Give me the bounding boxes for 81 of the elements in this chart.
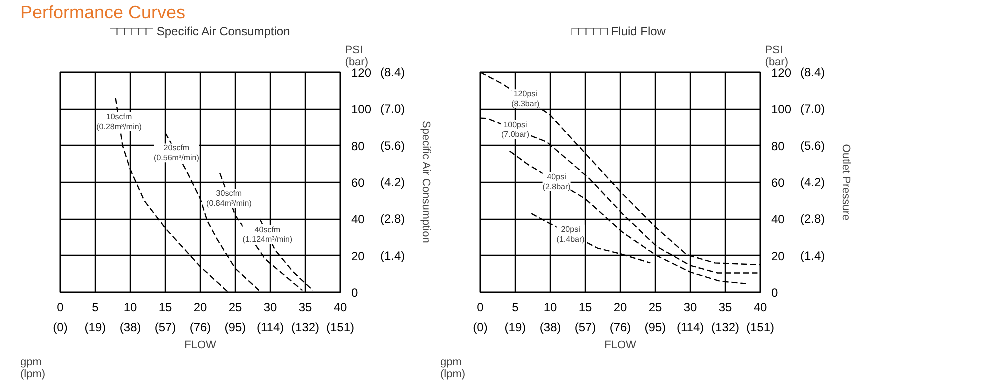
x-tick-label: 35 [298, 300, 312, 314]
y2-tick-label: (8.4) [800, 66, 826, 80]
x2-tick-label: (57) [154, 320, 176, 334]
annotation: 30scfm (0.84m³/min) [206, 189, 252, 208]
x-tick-label: 40 [754, 300, 768, 314]
y-tick-label: 80 [352, 139, 366, 154]
y2-tick-label: (5.6) [800, 138, 826, 153]
chart-subtitle: □□□□□□ Specific Air Consumption [110, 24, 290, 38]
x-tick-label: 35 [718, 300, 732, 314]
x2-tick-label: (76) [610, 320, 632, 334]
x2-tick-label: (132) [712, 320, 740, 334]
x-tick-label: 15 [158, 300, 172, 314]
y-tick-label: 100 [352, 102, 372, 117]
y-tick-label: 60 [772, 176, 786, 190]
text: PSI (bar) [765, 44, 789, 68]
text: PSI (bar) [345, 44, 369, 68]
y-tick-label: 0 [352, 286, 358, 300]
text: gpm (lpm) [20, 356, 46, 380]
y2-tick-label: (4.2) [800, 176, 826, 190]
y2-tick-label: (7.0) [800, 102, 826, 116]
y-tick-label: 0 [772, 286, 778, 300]
chart-title: Performance Curves [20, 2, 186, 22]
y-tick-label: 40 [352, 212, 366, 227]
x2-tick-label: (19) [84, 320, 106, 334]
y2-tick-label: (8.4) [380, 66, 406, 80]
y-tick-label: 120 [352, 66, 372, 80]
annotation: 20scfm (0.56m³/min) [154, 144, 200, 163]
x2-tick-label: (95) [644, 320, 666, 334]
y2-tick-label: (5.6) [380, 138, 406, 153]
y-tick-label: 40 [772, 212, 786, 227]
y-tick-label: 120 [772, 66, 792, 80]
y2-tick-label: (2.8) [380, 212, 406, 226]
x2-tick-label: (38) [120, 320, 142, 334]
x2-tick-label: (114) [677, 320, 704, 334]
x2-tick-label: (132) [292, 320, 320, 334]
x-tick-label: 15 [578, 300, 592, 314]
x-tick-label: 20 [194, 300, 208, 314]
x-tick-label: 20 [614, 300, 628, 314]
x2-tick-label: (76) [190, 320, 212, 334]
x2-tick-label: (0) [473, 320, 488, 334]
y-tick-label: 100 [772, 102, 792, 117]
x-tick-label: 25 [228, 300, 242, 314]
y2-tick-label: (1.4) [380, 248, 406, 263]
annotation: 40scfm (1.124m³/min) [242, 225, 293, 244]
y2-tick-label: (1.4) [800, 248, 826, 263]
y2-tick-label: (2.8) [800, 212, 826, 226]
x2-tick-label: (151) [746, 320, 775, 334]
x-tick-label: 5 [512, 300, 520, 314]
x2-tick-label: (0) [53, 320, 68, 334]
x2-tick-label: (114) [257, 320, 284, 334]
x-tick-label: 40 [334, 300, 348, 314]
x-tick-label: 0 [477, 300, 484, 314]
x2-tick-label: (95) [224, 320, 246, 334]
x-tick-label: 25 [648, 300, 662, 314]
x-tick-label: 30 [684, 300, 698, 314]
x2-tick-label: (38) [540, 320, 562, 334]
x2-tick-label: (57) [574, 320, 596, 334]
x2-tick-label: (19) [504, 320, 526, 334]
text: gpm (lpm) [440, 356, 466, 380]
x2-tick-label: (151) [326, 320, 355, 334]
chart-subtitle: □□□□□ Fluid Flow [572, 24, 666, 38]
x-tick-label: 10 [544, 300, 558, 314]
y2-tick-label: (7.0) [380, 102, 406, 116]
y-tick-label: 80 [772, 139, 786, 154]
y2-tick-label: (4.2) [380, 176, 406, 190]
x-axis-title: FLOW [184, 340, 218, 352]
x-axis-title: FLOW [604, 340, 638, 352]
y-tick-label: 60 [352, 176, 366, 190]
x-tick-label: 10 [124, 300, 138, 314]
annotation: 100psi (7.0bar) [501, 120, 530, 140]
y-tick-label: 20 [772, 249, 786, 264]
annotation: 10scfm (0.28m³/min) [96, 112, 142, 132]
x-tick-label: 30 [264, 300, 278, 314]
annotation: 40psi (2.8bar) [542, 172, 572, 192]
y2-axis-title: Specific Air Consumption [420, 121, 432, 244]
y-tick-label: 20 [352, 249, 366, 264]
y2-axis-title: Outlet Pressure [840, 144, 852, 221]
annotation: 20psi (1.4bar) [556, 224, 586, 244]
annotation: 120psi (8.3bar) [512, 90, 540, 109]
x-tick-label: 5 [92, 300, 100, 314]
x-tick-label: 0 [57, 300, 64, 314]
